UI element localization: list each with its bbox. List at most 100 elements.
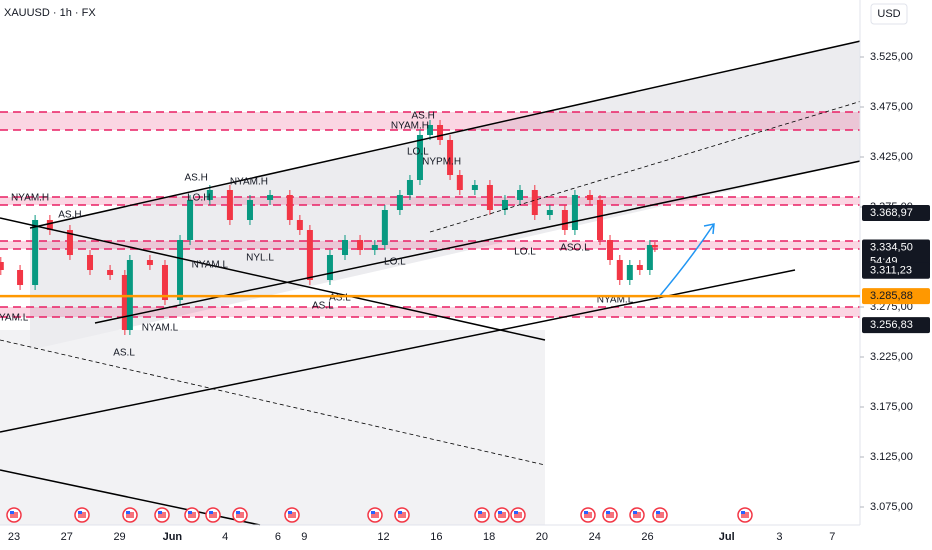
- event-flag-stripes: [633, 512, 641, 518]
- x-tick-label: 7: [829, 531, 835, 543]
- session-label: NYAM.H: [391, 121, 429, 132]
- x-tick-label: 26: [641, 531, 653, 543]
- price-tag-label: 3.311,23: [870, 265, 912, 277]
- event-flag-canton: [514, 511, 518, 514]
- event-flag-canton: [656, 511, 660, 514]
- event-flag-stripes: [288, 512, 296, 518]
- candle-body: [561, 210, 568, 230]
- candle-body: [246, 200, 253, 220]
- x-tick-label: 24: [589, 531, 601, 543]
- event-flag-stripes: [78, 512, 86, 518]
- session-label: NYAM.H: [230, 177, 268, 188]
- x-tick-label: 9: [301, 531, 307, 543]
- candle-body: [121, 275, 128, 330]
- event-flag-stripes: [188, 512, 196, 518]
- event-flag-canton: [398, 511, 402, 514]
- event-flag-stripes: [10, 512, 18, 518]
- y-tick-label: 3.525,00: [870, 51, 913, 63]
- candle-body: [107, 270, 114, 275]
- candle-body: [416, 135, 423, 180]
- candle-body: [326, 255, 333, 280]
- event-flag-canton: [498, 511, 502, 514]
- currency-button[interactable]: [870, 3, 908, 25]
- candle-body: [571, 195, 578, 230]
- dashed-line-upper: [429, 99, 866, 233]
- x-tick-label: 3: [776, 531, 782, 543]
- event-flag-stripes: [478, 512, 486, 518]
- candle-body: [46, 220, 53, 230]
- session-label: NYAM.H: [11, 193, 49, 204]
- price-tag-label: 3.285,88: [870, 290, 913, 302]
- event-flag-canton: [126, 511, 130, 514]
- event-flag-stripes: [514, 512, 522, 518]
- session-label: LO.L: [514, 247, 536, 258]
- x-tick-label: 18: [483, 531, 495, 543]
- event-flag-stripes: [126, 512, 134, 518]
- candle-body: [267, 195, 274, 200]
- candle-body: [596, 200, 603, 240]
- candle-body: [87, 255, 94, 270]
- event-flag-stripes: [209, 512, 217, 518]
- price-tag-label: 3.368,97: [870, 207, 913, 219]
- event-flag-stripes: [656, 512, 664, 518]
- y-tick-label: 3.125,00: [870, 451, 913, 463]
- event-flag-stripes: [584, 512, 592, 518]
- candle-body: [616, 260, 623, 280]
- session-label: AS.L: [329, 293, 351, 304]
- candle-body: [306, 230, 313, 280]
- event-flags: [6, 507, 753, 523]
- candle-body: [342, 240, 349, 255]
- price-tag: [862, 262, 930, 279]
- candle-body: [651, 245, 658, 248]
- candle-body: [501, 200, 508, 210]
- channel-fill: [30, 40, 865, 350]
- event-flag-canton: [606, 511, 610, 514]
- zones: [0, 111, 865, 318]
- x-tick-label: Jul: [719, 531, 735, 543]
- session-label: LO.L: [407, 147, 429, 158]
- x-tick-label: 23: [8, 531, 20, 543]
- price-tag-label: 3.256,83: [870, 319, 913, 331]
- x-tick-label: 27: [61, 531, 73, 543]
- event-flag-canton: [188, 511, 192, 514]
- candle-body: [406, 180, 413, 195]
- event-flag-canton: [633, 511, 637, 514]
- event-flag-canton: [209, 511, 213, 514]
- candle-body: [517, 190, 524, 200]
- event-flag-stripes: [606, 512, 614, 518]
- session-label: AS.L: [312, 301, 334, 312]
- price-tag: [862, 288, 930, 305]
- channel-upper: [29, 39, 866, 229]
- event-flag-canton: [158, 511, 162, 514]
- candle-body: [646, 245, 653, 270]
- descending-line: [0, 217, 546, 341]
- candle-body: [586, 195, 593, 200]
- candle-body: [66, 230, 73, 255]
- shaded-range: [0, 330, 545, 525]
- event-flag-canton: [741, 511, 745, 514]
- candle-body: [381, 210, 388, 245]
- y-tick-label: 3.175,00: [870, 401, 913, 413]
- candle-body: [177, 240, 184, 300]
- event-flag-canton: [288, 511, 292, 514]
- session-label: LO.L: [384, 257, 406, 268]
- candle-body: [437, 125, 444, 140]
- event-flag-stripes: [371, 512, 379, 518]
- x-tick-label: 12: [377, 531, 389, 543]
- event-flag-stripes: [398, 512, 406, 518]
- zone: [0, 197, 865, 205]
- x-tick-label: 16: [430, 531, 442, 543]
- chart-title: XAUUSD · 1h · FX: [4, 7, 96, 19]
- session-label: ASO.L: [560, 243, 590, 254]
- candle-body: [447, 140, 454, 175]
- candle-body: [206, 190, 213, 200]
- event-flag-canton: [10, 511, 14, 514]
- x-tick-label: Jun: [163, 531, 183, 543]
- zone: [0, 307, 865, 317]
- session-label: NYAM.L: [597, 295, 634, 306]
- dashed-line: [0, 339, 546, 466]
- currency[interactable]: USD: [877, 8, 900, 20]
- candle-body: [371, 245, 378, 250]
- candle-body: [427, 125, 433, 135]
